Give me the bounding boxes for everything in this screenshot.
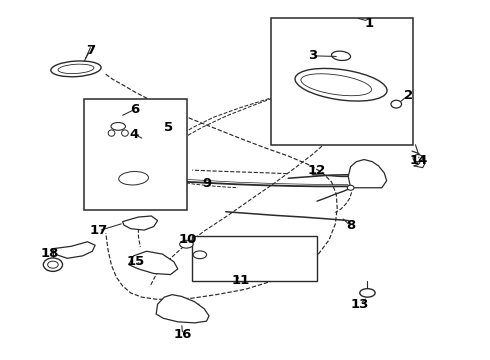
Text: 13: 13: [351, 298, 369, 311]
Bar: [271, 18, 413, 145]
Ellipse shape: [119, 171, 148, 185]
Polygon shape: [348, 159, 387, 188]
Ellipse shape: [51, 61, 101, 77]
Text: 6: 6: [130, 103, 139, 116]
Text: 15: 15: [126, 255, 145, 268]
Ellipse shape: [48, 261, 58, 268]
Ellipse shape: [180, 240, 193, 248]
Text: 16: 16: [173, 328, 192, 341]
Text: 18: 18: [40, 247, 59, 260]
Text: 12: 12: [308, 164, 326, 177]
Text: 5: 5: [164, 121, 173, 134]
Ellipse shape: [301, 74, 371, 96]
Text: 2: 2: [404, 89, 413, 102]
Ellipse shape: [122, 130, 128, 136]
Polygon shape: [129, 251, 178, 275]
Text: 7: 7: [86, 44, 95, 57]
Text: 10: 10: [178, 234, 196, 247]
Ellipse shape: [391, 100, 401, 108]
Ellipse shape: [111, 122, 125, 130]
Text: 3: 3: [308, 49, 317, 62]
Text: 11: 11: [231, 274, 249, 287]
Ellipse shape: [332, 51, 350, 60]
Polygon shape: [156, 294, 209, 323]
Ellipse shape: [360, 289, 375, 297]
Text: 9: 9: [202, 177, 211, 190]
Bar: [84, 99, 187, 210]
Text: 8: 8: [346, 219, 355, 232]
Polygon shape: [122, 216, 158, 230]
Text: 14: 14: [410, 154, 428, 167]
Ellipse shape: [108, 130, 115, 136]
Polygon shape: [52, 242, 95, 258]
Ellipse shape: [295, 68, 387, 101]
Bar: [192, 237, 317, 280]
Text: 17: 17: [89, 224, 108, 237]
Ellipse shape: [347, 185, 354, 190]
Ellipse shape: [413, 154, 423, 162]
Ellipse shape: [193, 251, 207, 259]
Text: 1: 1: [365, 17, 373, 30]
Ellipse shape: [58, 64, 94, 73]
Ellipse shape: [43, 258, 63, 271]
Text: 4: 4: [130, 128, 139, 141]
